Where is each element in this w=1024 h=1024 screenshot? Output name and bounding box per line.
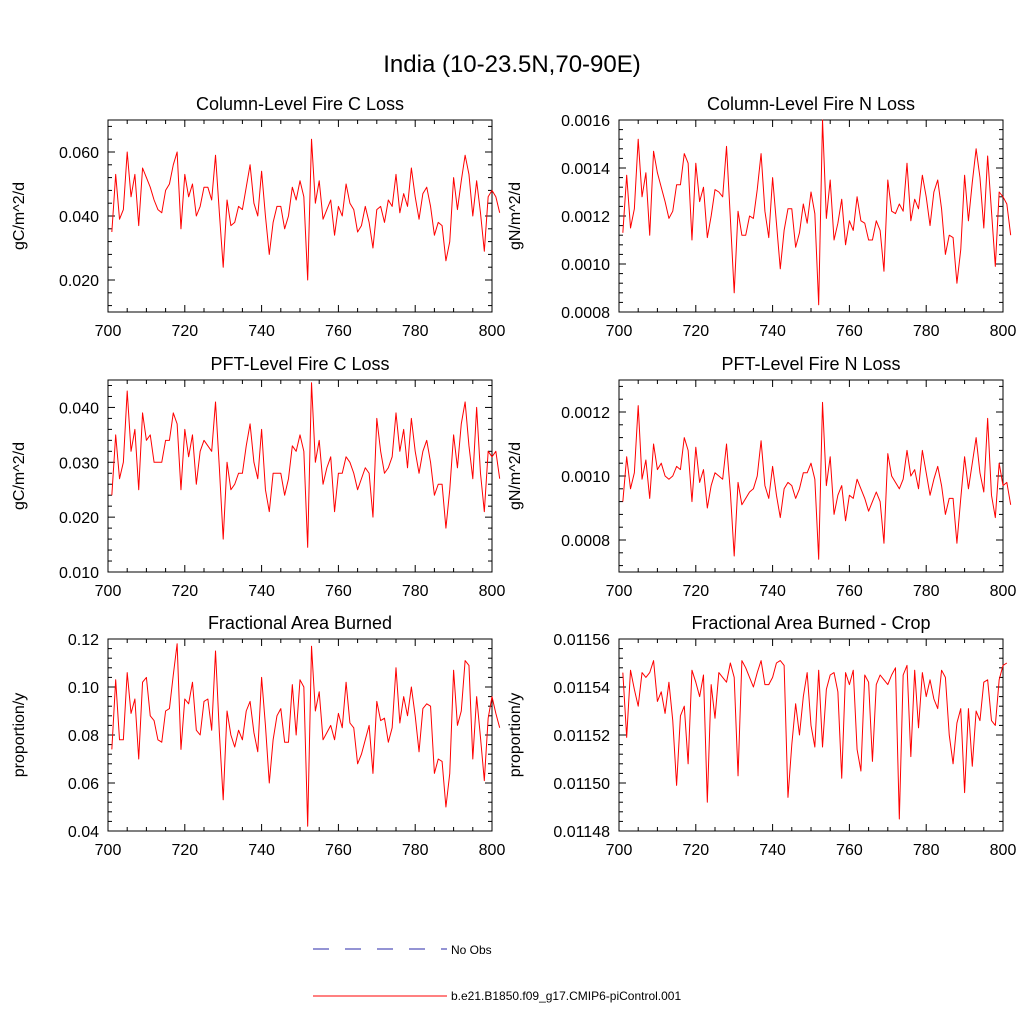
x-tick-label: 780 xyxy=(913,583,940,600)
y-tick-label: 0.0008 xyxy=(561,305,610,322)
chart-panel-5: 700 720 740 760 780 800 0.04 0.06 0.08 0.10 0.12 Fr… xyxy=(11,613,505,859)
y-axis-label: proportion/y xyxy=(11,693,28,778)
x-tick-label: 720 xyxy=(682,583,709,600)
x-tick-label: 780 xyxy=(402,842,429,859)
y-axis-label: gC/m^2/d xyxy=(11,182,28,250)
x-tick-label: 780 xyxy=(913,842,940,859)
y-tick-label: 0.12 xyxy=(68,632,99,649)
x-tick-label: 700 xyxy=(95,583,122,600)
plot-frame xyxy=(107,119,493,313)
plot-frame xyxy=(618,379,1004,573)
y-tick-label: 0.01148 xyxy=(553,824,610,841)
y-axis-label: gN/m^2/d xyxy=(507,442,524,510)
chart-panel-1: 700 720 740 760 780 800 0.020 0.040 0.060 Column-… xyxy=(11,94,505,340)
y-axis-label: gC/m^2/d xyxy=(11,442,28,510)
plot-frame xyxy=(618,119,1004,313)
y-tick-label: 0.08 xyxy=(68,728,99,745)
plot-frame xyxy=(618,638,1004,832)
y-tick-label: 0.020 xyxy=(59,510,99,527)
y-tick-label: 0.0016 xyxy=(561,113,610,130)
series-line xyxy=(111,382,501,548)
y-tick-label: 0.04 xyxy=(68,824,99,841)
series-line xyxy=(622,660,1008,820)
chart-panel-3: 700 720 740 760 780 800 0.010 0.020 0.030 0.040 PF… xyxy=(11,354,505,600)
x-tick-label: 720 xyxy=(171,842,198,859)
x-tick-label: 740 xyxy=(759,323,786,340)
panel-title: PFT-Level Fire C Loss xyxy=(210,354,389,374)
y-tick-label: 0.06 xyxy=(68,776,99,793)
x-tick-label: 760 xyxy=(325,842,352,859)
y-tick-label: 0.0008 xyxy=(561,533,610,550)
x-tick-label: 720 xyxy=(171,583,198,600)
x-tick-label: 800 xyxy=(990,323,1017,340)
x-tick-label: 700 xyxy=(95,842,122,859)
x-tick-label: 740 xyxy=(759,842,786,859)
x-tick-label: 760 xyxy=(325,583,352,600)
x-tick-label: 800 xyxy=(990,842,1017,859)
x-tick-label: 700 xyxy=(95,323,122,340)
panel-title: Fractional Area Burned - Crop xyxy=(691,613,930,633)
series-line xyxy=(622,401,1012,560)
panel-title: Fractional Area Burned xyxy=(208,613,392,633)
y-tick-label: 0.010 xyxy=(59,565,99,582)
x-tick-label: 800 xyxy=(479,323,506,340)
x-tick-label: 720 xyxy=(682,323,709,340)
panel-title: PFT-Level Fire N Loss xyxy=(721,354,900,374)
panels: 700 720 740 760 780 800 0.020 0.040 0.060 Column-… xyxy=(11,94,1016,859)
chart-panel-6: 700 720 740 760 780 800 0.01148 0.01150 0.01152 0… xyxy=(507,613,1016,859)
x-tick-label: 760 xyxy=(325,323,352,340)
x-tick-label: 740 xyxy=(248,323,275,340)
x-tick-label: 700 xyxy=(606,842,633,859)
x-tick-label: 780 xyxy=(402,583,429,600)
legend-no-obs-label: No Obs xyxy=(451,943,492,957)
panel-title: Column-Level Fire N Loss xyxy=(707,94,915,114)
y-tick-label: 0.060 xyxy=(59,145,99,162)
x-tick-label: 800 xyxy=(479,583,506,600)
y-tick-label: 0.01156 xyxy=(553,632,610,649)
series-line xyxy=(111,138,501,281)
y-tick-label: 0.01150 xyxy=(553,776,610,793)
panel-title: Column-Level Fire C Loss xyxy=(196,94,404,114)
y-tick-label: 0.020 xyxy=(59,273,99,290)
y-tick-label: 0.01152 xyxy=(553,728,610,745)
legend: No Obs b.e21.B1850.f09_g17.CMIP6-piContr… xyxy=(313,943,681,1003)
y-axis-label: proportion/y xyxy=(507,693,524,778)
x-tick-label: 760 xyxy=(836,842,863,859)
y-tick-label: 0.040 xyxy=(59,209,99,226)
x-tick-label: 700 xyxy=(606,583,633,600)
x-tick-label: 800 xyxy=(990,583,1017,600)
y-tick-label: 0.01154 xyxy=(553,680,610,697)
chart-panel-4: 700 720 740 760 780 800 0.0008 0.0010 0.0012 PFT-… xyxy=(507,354,1016,600)
x-tick-label: 720 xyxy=(682,842,709,859)
x-tick-label: 780 xyxy=(402,323,429,340)
y-tick-label: 0.040 xyxy=(59,400,99,417)
y-tick-label: 0.030 xyxy=(59,455,99,472)
x-tick-label: 740 xyxy=(248,583,275,600)
x-tick-label: 780 xyxy=(913,323,940,340)
series-line xyxy=(622,119,1012,306)
y-tick-label: 0.0012 xyxy=(561,405,610,422)
x-tick-label: 740 xyxy=(759,583,786,600)
legend-model-label: b.e21.B1850.f09_g17.CMIP6-piControl.001 xyxy=(451,989,681,1003)
y-tick-label: 0.0014 xyxy=(561,161,610,178)
x-tick-label: 740 xyxy=(248,842,275,859)
chart-panel-2: 700 720 740 760 780 800 0.0008 0.0010 0.0012 0.00… xyxy=(507,94,1016,340)
y-axis-label: gN/m^2/d xyxy=(507,182,524,250)
plot-frame xyxy=(107,379,493,573)
y-tick-label: 0.10 xyxy=(68,680,99,697)
y-tick-label: 0.0010 xyxy=(561,469,610,486)
x-tick-label: 700 xyxy=(606,323,633,340)
y-tick-label: 0.0012 xyxy=(561,209,610,226)
x-tick-label: 720 xyxy=(171,323,198,340)
x-tick-label: 760 xyxy=(836,583,863,600)
x-tick-label: 800 xyxy=(479,842,506,859)
series-line xyxy=(111,643,501,827)
y-tick-label: 0.0010 xyxy=(561,257,610,274)
plot-frame xyxy=(107,638,493,832)
x-tick-label: 760 xyxy=(836,323,863,340)
figure-title: India (10-23.5N,70-90E) xyxy=(383,51,640,78)
